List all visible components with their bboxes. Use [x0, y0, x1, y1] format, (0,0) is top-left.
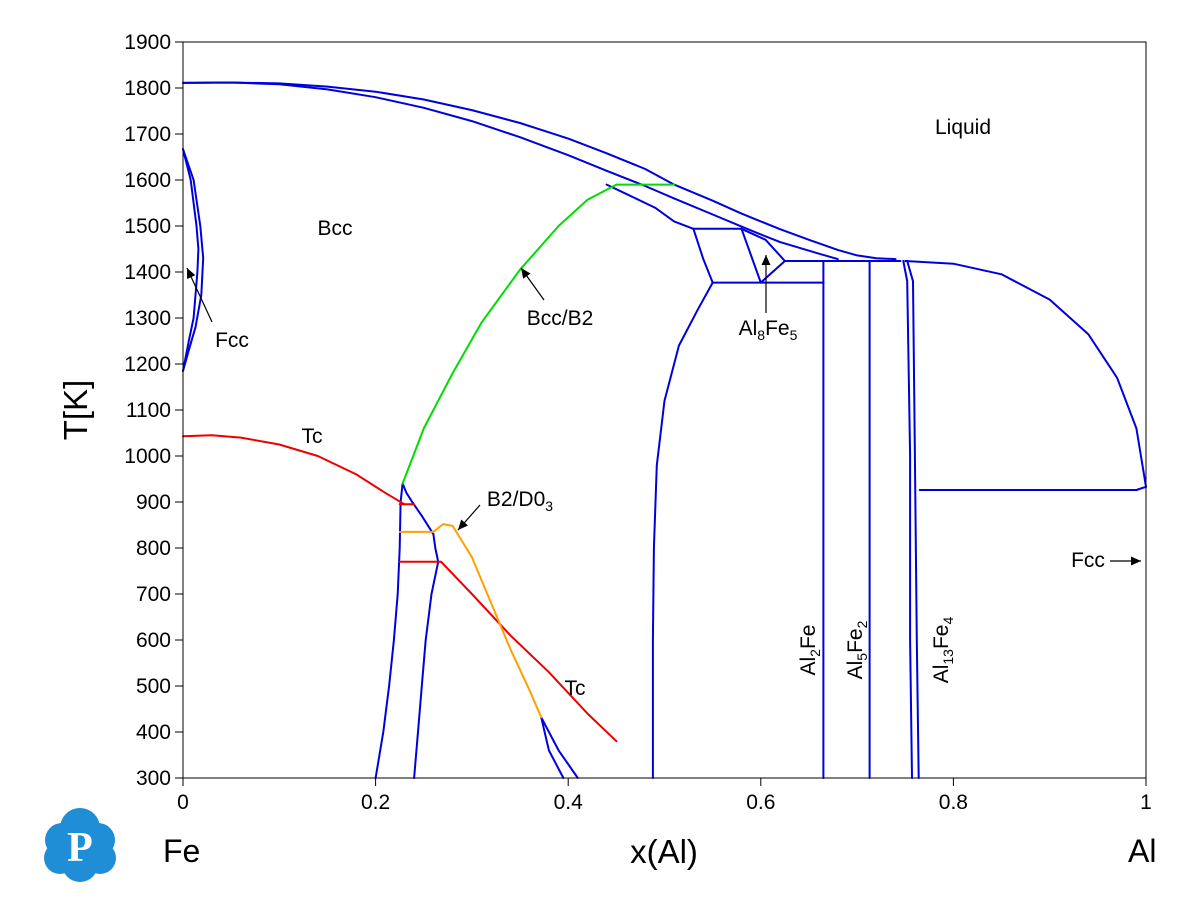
label-bcc: Bcc	[317, 217, 352, 240]
y-tick-label: 300	[136, 767, 171, 790]
x-end-label-al: Al	[1128, 833, 1156, 869]
phase-curve-8	[740, 227, 786, 262]
y-tick-label: 1600	[124, 169, 171, 192]
phase-curve-14	[902, 260, 913, 779]
x-tick-label: 0	[177, 791, 189, 814]
y-tick-label: 800	[136, 537, 171, 560]
y-tick-label: 500	[136, 675, 171, 698]
y-tick-label: 1700	[124, 123, 171, 146]
phase-curve-17	[1135, 485, 1147, 491]
label-fcc-right: Fcc	[1071, 549, 1105, 572]
logo-letter: P	[67, 825, 93, 871]
phase-curve-24	[540, 716, 565, 779]
phase-curve-30	[440, 560, 618, 743]
phase-curve-20	[401, 482, 435, 536]
phase-curve-18	[182, 148, 200, 372]
y-tick-label: 1900	[124, 31, 171, 54]
arrow-bcc-b2-head	[521, 268, 531, 279]
arrow-layer	[186, 255, 1141, 566]
phase-curve-25	[401, 183, 618, 485]
arrow-al8fe5-head	[761, 255, 771, 265]
y-tick-label: 1300	[124, 307, 171, 330]
y-tick-label: 1800	[124, 77, 171, 100]
x-tick-label: 0.6	[746, 791, 775, 814]
label-b2-d03: B2/D03	[487, 488, 553, 514]
arrow-fcc-right-head	[1131, 556, 1141, 566]
phase-curve-15	[906, 260, 920, 779]
label-al13fe4: Al13Fe4	[930, 617, 956, 684]
phase-curve-11	[651, 281, 714, 779]
y-tick-label: 600	[136, 629, 171, 652]
y-tick-label: 700	[136, 583, 171, 606]
arrow-b2-d03-head	[458, 519, 468, 530]
phase-curve-21	[374, 482, 404, 779]
curve-layer	[182, 81, 1147, 779]
phase-curve-7	[740, 227, 762, 284]
cloud-icon	[44, 808, 116, 882]
phase-curve-0	[182, 81, 839, 261]
phase-curve-27	[182, 434, 406, 506]
label-bcc-b2: Bcc/B2	[527, 307, 594, 330]
y-tick-label: 1100	[126, 399, 171, 422]
phase-curve-5	[692, 227, 714, 284]
logo-cloud-part	[62, 846, 98, 882]
x-tick-label: 0.8	[939, 791, 968, 814]
x-end-label-fe: Fe	[163, 833, 200, 869]
y-tick-label: 1200	[124, 353, 171, 376]
logo: P	[44, 808, 116, 882]
y-axis-title: T[K]	[57, 380, 94, 441]
phase-curve-23	[540, 716, 579, 779]
label-layer: Liquid Bcc Fcc Bcc/B2 Tc Tc B2/D03 Al8Fe5 Al2Fe A…	[215, 116, 1105, 700]
x-tick-label: 0.4	[554, 791, 584, 814]
phase-curve-32	[432, 523, 543, 719]
label-fcc-left: Fcc	[215, 329, 249, 352]
phase-curve-3	[605, 183, 695, 230]
phase-curve-9	[759, 260, 786, 284]
y-tick-label: 400	[136, 721, 171, 744]
phase-curve-2	[904, 260, 1147, 488]
phase-curve-19	[182, 148, 205, 372]
plot-frame	[182, 41, 1147, 779]
x-tick-label: 0.2	[361, 791, 390, 814]
label-tc-upper: Tc	[302, 425, 323, 448]
y-tick-label: 1400	[124, 261, 171, 284]
phase-curve-1	[182, 81, 897, 261]
axes-layer: 300 400 500 600 700 800 900 1000 1100 1200 1300 140…	[124, 31, 1152, 814]
x-axis-title: x(Al)	[630, 833, 698, 870]
x-tick-label: 1	[1140, 791, 1152, 814]
y-tick-label: 1000	[124, 445, 171, 468]
label-tc-lower: Tc	[565, 677, 586, 700]
phase-curve-22	[413, 533, 440, 779]
y-tick-label: 900	[136, 491, 171, 514]
label-liquid: Liquid	[935, 116, 991, 139]
arrow-fcc-left-head	[187, 268, 196, 279]
y-tick-label: 1500	[124, 215, 171, 238]
label-al2fe: Al2Fe	[797, 625, 823, 676]
label-al5fe2: Al5Fe2	[844, 620, 870, 679]
label-al8fe5: Al8Fe5	[739, 317, 798, 343]
